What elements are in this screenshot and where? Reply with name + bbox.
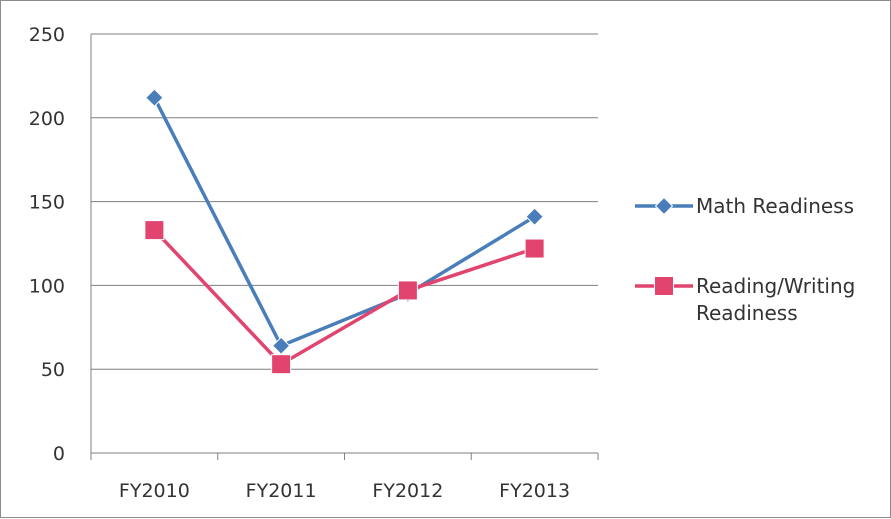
gridlines xyxy=(91,33,598,370)
y-tick-label: 150 xyxy=(29,192,65,214)
x-tick-label: FY2011 xyxy=(246,480,317,502)
x-tick-label: FY2013 xyxy=(499,480,570,502)
x-tick-label: FY2010 xyxy=(119,480,190,502)
data-point xyxy=(145,88,164,107)
data-point xyxy=(397,280,418,301)
y-tick-label: 0 xyxy=(53,443,65,465)
legend: Math Readiness Reading/Writing Readiness xyxy=(635,194,855,325)
y-tick-label: 50 xyxy=(41,359,65,381)
data-point xyxy=(524,238,545,259)
legend-label: Readiness xyxy=(696,301,798,325)
series-line xyxy=(152,95,537,348)
series-reading-writing-readiness xyxy=(144,220,545,375)
legend-item: Math Readiness xyxy=(635,194,854,218)
data-point xyxy=(271,336,291,355)
y-tick-label: 250 xyxy=(29,24,65,46)
legend-label: Reading/Writing xyxy=(696,274,855,298)
square-marker-icon xyxy=(654,276,674,296)
y-tick-label: 100 xyxy=(29,275,65,297)
data-point xyxy=(144,220,165,241)
x-tick-label: FY2012 xyxy=(372,480,443,502)
series-line xyxy=(152,228,537,366)
series-math-readiness xyxy=(145,88,544,355)
legend-item: Reading/Writing Readiness xyxy=(635,274,855,325)
series xyxy=(144,88,545,375)
data-point xyxy=(271,354,292,375)
legend-label: Math Readiness xyxy=(696,194,854,218)
diamond-marker-icon xyxy=(654,196,674,216)
y-tick-label: 200 xyxy=(29,108,65,130)
data-point xyxy=(525,207,544,226)
axes: 0 50 100 150 200 250 FY2010 FY2011 FY2012 FY2013 xyxy=(29,24,599,502)
